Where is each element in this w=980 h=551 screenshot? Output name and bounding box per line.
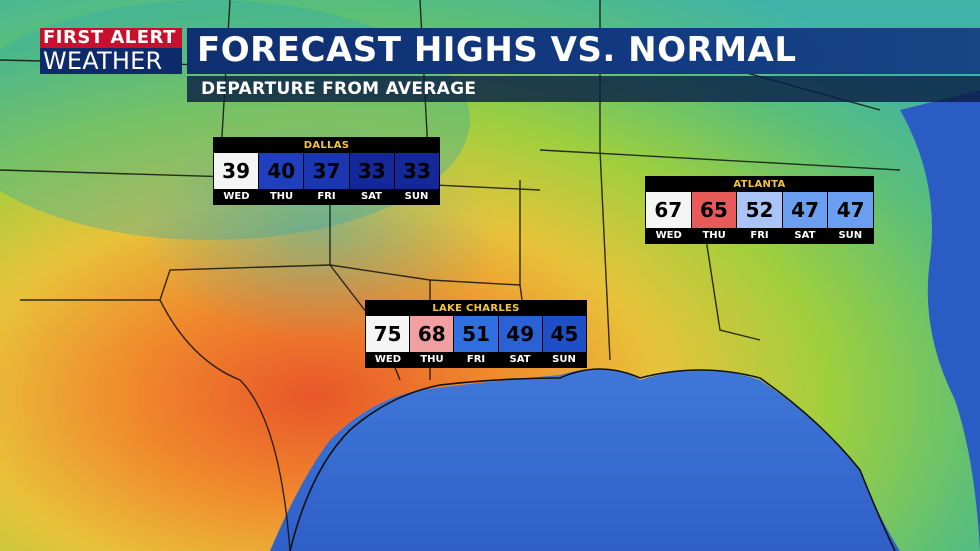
subtitle-bar: DEPARTURE FROM AVERAGE	[187, 76, 980, 102]
day-label: SUN	[838, 230, 863, 241]
page-title: FORECAST HIGHS VS. NORMAL	[197, 30, 797, 70]
temp-cell: 75	[366, 316, 411, 352]
temp-cell: 49	[498, 316, 543, 352]
day-label: THU	[702, 230, 726, 241]
day-label: WED	[223, 191, 250, 202]
temp-cell: 65	[691, 192, 738, 228]
title-bar: FORECAST HIGHS VS. NORMAL	[187, 28, 980, 74]
temp-cell: 68	[410, 316, 455, 352]
station-logo: FIRST ALERT WEATHER	[40, 28, 182, 74]
forecast-panel-lake-charles: LAKE CHARLES 75 68 51 49 45 WED THU FRI …	[365, 300, 587, 368]
city-label: LAKE CHARLES	[366, 301, 586, 316]
temp-cell: 67	[646, 192, 692, 228]
city-label: ATLANTA	[646, 177, 873, 192]
day-label: FRI	[750, 230, 769, 241]
day-label: THU	[269, 191, 294, 202]
day-label: FRI	[466, 354, 486, 365]
logo-weather: WEATHER	[40, 48, 182, 74]
temp-cell: 37	[304, 153, 350, 189]
page-subtitle: DEPARTURE FROM AVERAGE	[201, 79, 477, 99]
temp-cell: 33	[349, 153, 395, 189]
day-label: SAT	[794, 230, 816, 241]
logo-first-alert: FIRST ALERT	[40, 28, 182, 48]
day-label: FRI	[317, 191, 336, 202]
day-label: SUN	[404, 191, 429, 202]
temp-cell: 51	[454, 316, 499, 352]
city-label: DALLAS	[214, 138, 439, 153]
temp-cell: 47	[782, 192, 829, 228]
day-label: THU	[420, 354, 444, 365]
forecast-panel-dallas: DALLAS 39 40 37 33 33 WED THU FRI SAT SU…	[213, 137, 440, 205]
day-label: SUN	[552, 354, 576, 365]
forecast-panel-atlanta: ATLANTA 67 65 52 47 47 WED THU FRI SAT S…	[645, 176, 874, 244]
temp-cell: 47	[828, 192, 873, 228]
temp-cell: 45	[542, 316, 587, 352]
temp-cell: 40	[259, 153, 305, 189]
day-label: SAT	[509, 354, 531, 365]
day-label: WED	[655, 230, 682, 241]
temp-cell: 52	[737, 192, 783, 228]
temp-cell: 39	[214, 153, 260, 189]
day-label: WED	[374, 354, 402, 365]
temp-cell: 33	[394, 153, 440, 189]
day-label: SAT	[361, 191, 382, 202]
